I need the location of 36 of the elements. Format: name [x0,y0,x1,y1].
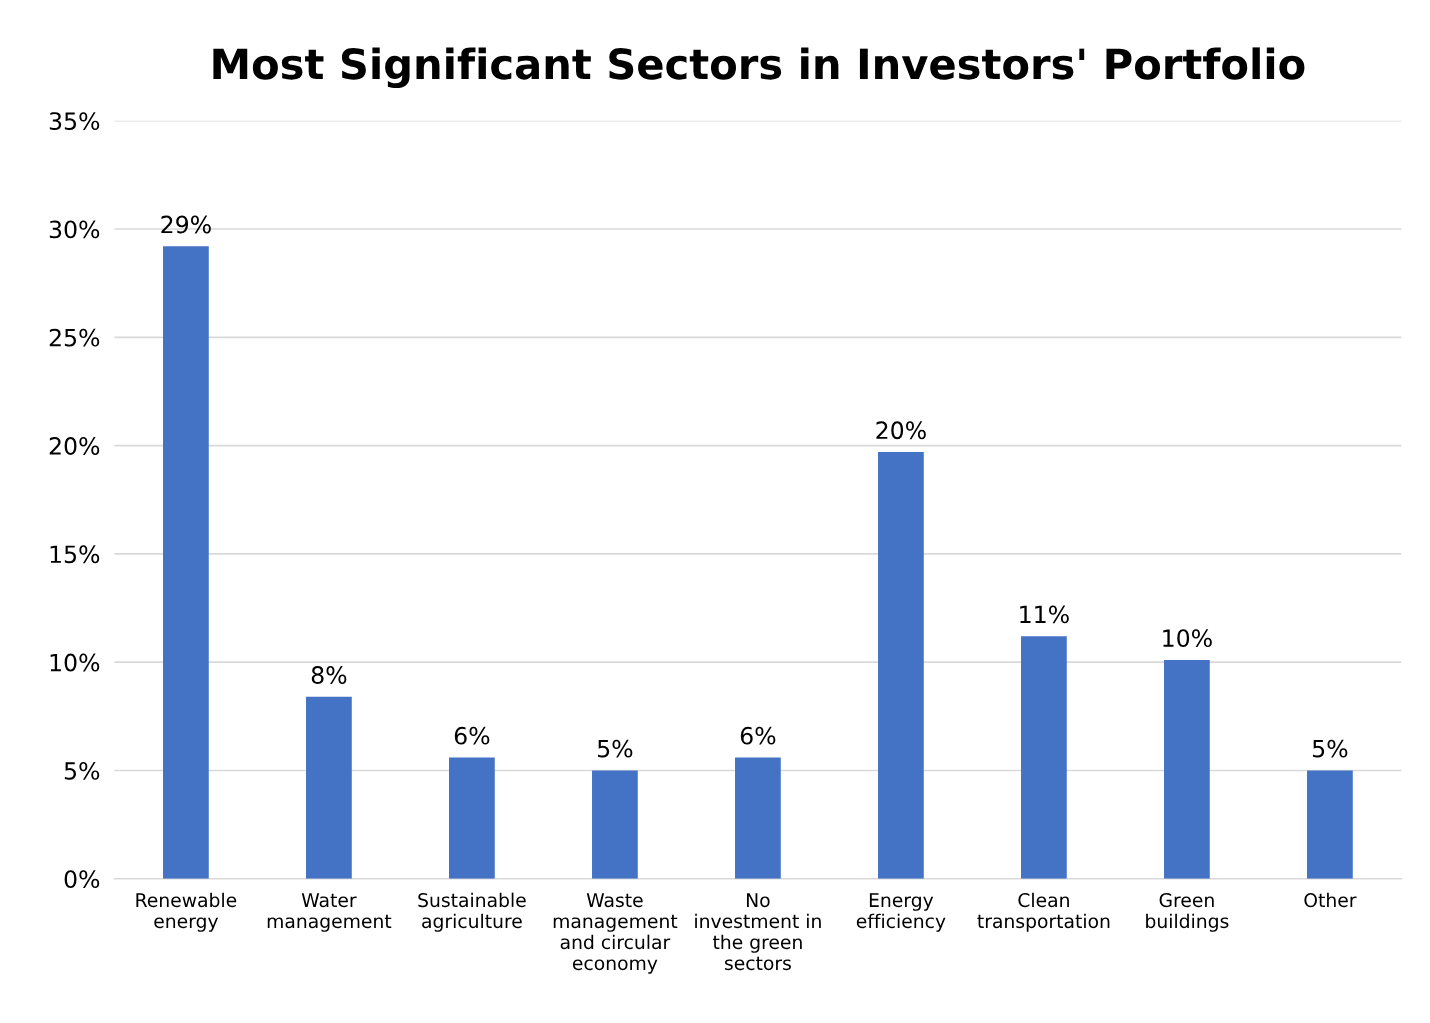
bar [735,757,781,879]
bar [1307,770,1353,879]
x-tick-label: Water management [267,893,392,932]
y-tick-label: 20% [49,437,100,455]
data-label: 8% [311,666,347,684]
bar [878,452,924,879]
y-tick-label: 5% [64,761,100,780]
chart-title: Most Significant Sectors in Investors' Portfolio [213,47,1305,89]
y-tick-label: 0% [64,870,100,889]
data-label: 6% [454,726,490,745]
y-tick-label: 25% [49,328,100,347]
bar [592,770,638,879]
x-tick-label: Green buildings [1146,892,1229,932]
x-tick-label: Other [1304,892,1357,908]
data-label: 10% [1163,629,1212,648]
x-tick-label: Sustainable agriculture [418,892,526,932]
bar [1021,636,1067,879]
x-tick-label: Clean transportation [977,892,1110,932]
bar [449,757,495,879]
data-label: 11% [1020,605,1069,624]
data-label: 5% [597,739,633,758]
y-tick-label: 15% [50,545,100,564]
bar [306,696,352,879]
y-tick-label: 10% [50,653,100,672]
bar [163,246,209,879]
bar [1164,660,1210,879]
data-label: 6% [740,726,776,745]
x-tick-label: Waste management and circular economy [553,893,678,974]
y-tick-label: 35% [49,112,100,131]
x-tick-label: No investment in the green sectors [695,893,821,971]
data-label: 5% [1312,739,1348,758]
y-tick-label: 30% [49,220,100,239]
x-tick-label: Energy efficiency [856,893,946,932]
x-tick-label: Renewable energy [136,892,237,932]
data-label: 29% [161,215,211,234]
data-label: 20% [876,421,926,440]
